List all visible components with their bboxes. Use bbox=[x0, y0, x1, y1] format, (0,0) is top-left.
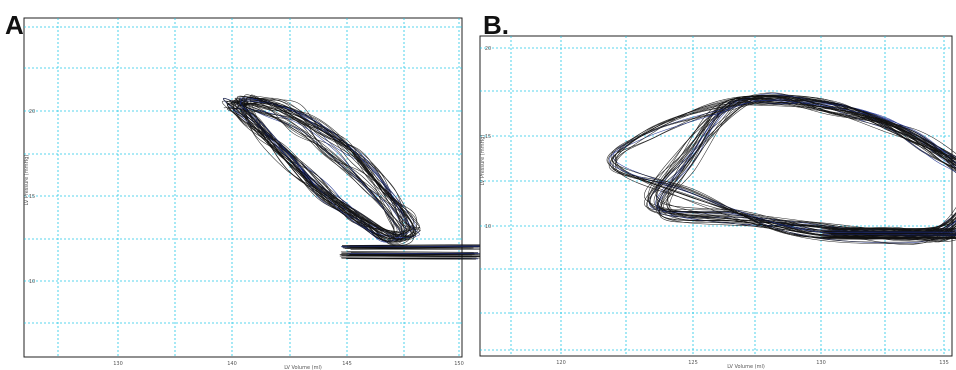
x-tick-label: 120 bbox=[556, 360, 566, 366]
y-tick-label: 15 bbox=[485, 134, 491, 140]
baseline-trace bbox=[342, 247, 472, 250]
y-axis-label: LV Pressure (mmHg) bbox=[24, 155, 30, 206]
pv-loop-trace bbox=[649, 96, 956, 236]
baseline-trace bbox=[342, 245, 483, 247]
baseline-trace bbox=[831, 237, 956, 239]
pv-loop-trace bbox=[615, 99, 956, 243]
pv-loop-trace bbox=[240, 100, 420, 238]
x-axis-label: LV Volume (ml) bbox=[727, 364, 765, 370]
x-tick-label: 125 bbox=[688, 360, 698, 366]
x-axis-label: LV Volume (ml) bbox=[284, 365, 322, 370]
y-tick-label: 20 bbox=[29, 109, 35, 115]
x-tick-label: 140 bbox=[227, 361, 237, 367]
plot-frame bbox=[23, 17, 463, 358]
pv-loop-trace bbox=[243, 94, 415, 238]
baseline-trace bbox=[341, 256, 484, 258]
baseline-trace bbox=[828, 234, 956, 237]
x-tick-label: 150 bbox=[454, 361, 464, 367]
y-tick-label: 20 bbox=[485, 46, 491, 52]
pv-loop-trace bbox=[231, 101, 407, 241]
x-tick-label: 130 bbox=[816, 360, 826, 366]
baseline-trace bbox=[342, 246, 483, 248]
pv-loop-trace bbox=[249, 94, 415, 238]
panel-b-label: B. bbox=[483, 10, 509, 40]
pv-loop-trace bbox=[655, 99, 956, 237]
pv-loop-trace bbox=[610, 102, 956, 242]
pv-loop-trace bbox=[609, 100, 956, 239]
pv-loop-trace bbox=[240, 102, 418, 237]
pv-loop-trace bbox=[611, 99, 956, 240]
plot-frame bbox=[479, 35, 953, 357]
pv-loop-trace bbox=[615, 95, 956, 240]
baseline-trace bbox=[821, 230, 956, 232]
x-tick-label: 135 bbox=[939, 360, 949, 366]
pv-loop-trace bbox=[246, 96, 420, 241]
pv-loop-trace bbox=[612, 95, 956, 239]
pv-loop-trace bbox=[227, 102, 398, 234]
x-tick-label: 145 bbox=[342, 361, 352, 367]
baseline-trace bbox=[829, 233, 956, 235]
y-axis-label: LV Pressure (mmHg) bbox=[480, 135, 486, 186]
pv-loop-traces bbox=[606, 92, 956, 245]
pv-loop-trace bbox=[611, 101, 956, 244]
y-tick-label: 15 bbox=[29, 194, 35, 200]
pv-loop-trace bbox=[242, 96, 421, 242]
baseline-trace bbox=[340, 254, 484, 257]
pv-loop-traces bbox=[221, 94, 485, 260]
pv-loop-trace bbox=[616, 95, 956, 245]
baseline-trace bbox=[341, 244, 485, 246]
baseline-trace bbox=[341, 257, 477, 259]
baseline-trace bbox=[347, 251, 474, 253]
pv-loop-trace bbox=[612, 99, 956, 244]
y-tick-label: 10 bbox=[29, 279, 35, 285]
x-tick-label: 130 bbox=[113, 361, 123, 367]
y-tick-label: 10 bbox=[485, 224, 491, 230]
